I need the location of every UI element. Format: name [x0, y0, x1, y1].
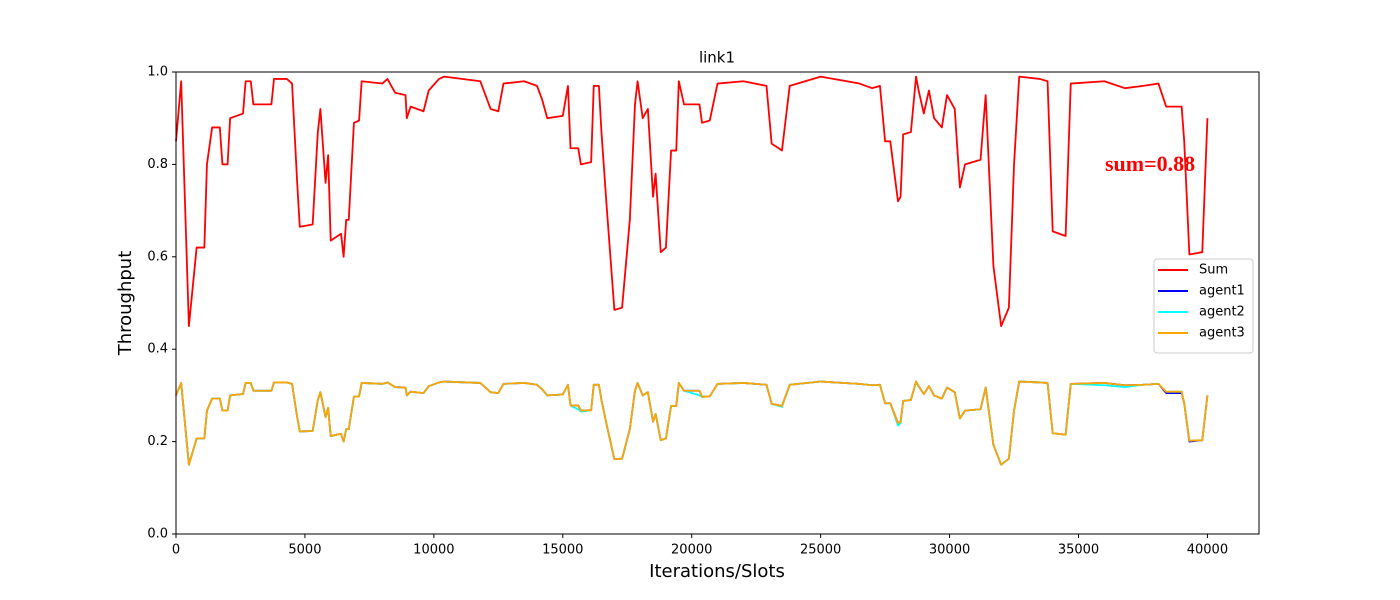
x-tick-label: 0 — [172, 543, 180, 558]
legend-label: Sum — [1199, 263, 1228, 278]
series-line — [175, 380, 1209, 466]
series-line — [175, 75, 1209, 327]
x-axis-label: Iterations/Slots — [649, 561, 785, 582]
y-tick-label: 0.4 — [147, 342, 168, 357]
annotation: sum=0.88 — [1105, 151, 1195, 176]
x-tick-label: 20000 — [671, 543, 712, 558]
y-tick-label: 1.0 — [147, 65, 168, 80]
x-tick-label: 30000 — [929, 543, 970, 558]
chart-title: link1 — [699, 49, 735, 67]
x-tick-label: 25000 — [800, 543, 841, 558]
y-tick-label: 0.0 — [147, 527, 168, 542]
x-tick-label: 35000 — [1058, 543, 1099, 558]
legend-label: agent2 — [1199, 305, 1245, 320]
y-tick-label: 0.2 — [147, 434, 168, 449]
plot-frame — [175, 71, 1260, 535]
y-tick-label: 0.6 — [147, 249, 168, 264]
x-tick-label: 15000 — [542, 543, 583, 558]
x-tick-label: 5000 — [288, 543, 321, 558]
legend-label: agent1 — [1199, 284, 1245, 299]
y-tick-label: 0.8 — [147, 157, 168, 172]
x-tick-label: 10000 — [413, 543, 454, 558]
y-axis-label: Throughput — [115, 251, 136, 357]
legend-box — [1153, 258, 1254, 354]
x-tick-label: 40000 — [1187, 543, 1228, 558]
legend-label: agent3 — [1199, 326, 1245, 341]
